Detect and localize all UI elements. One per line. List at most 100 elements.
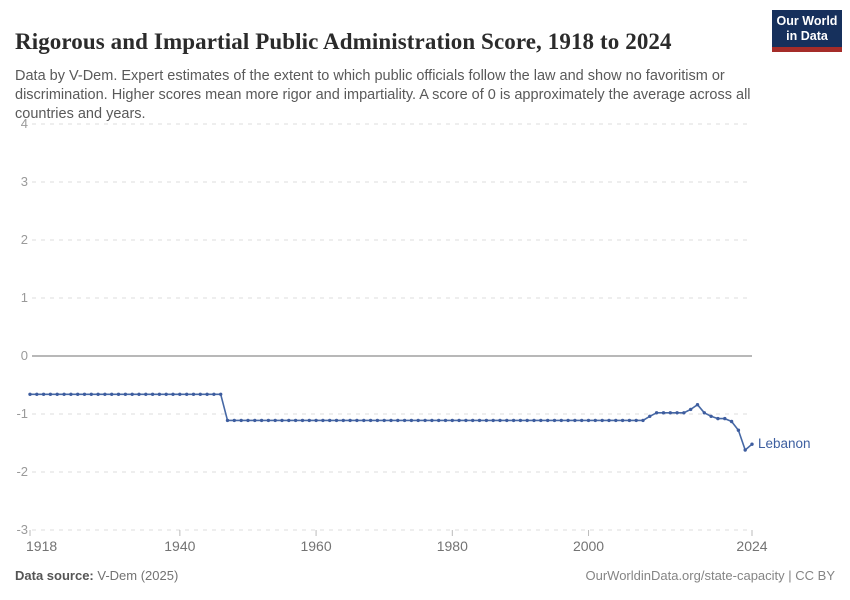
data-point[interactable] (334, 418, 339, 423)
data-point[interactable] (416, 418, 420, 423)
data-point[interactable] (368, 418, 373, 423)
data-point[interactable] (375, 418, 380, 423)
data-point[interactable] (491, 418, 495, 423)
data-point[interactable] (137, 392, 141, 396)
data-point[interactable] (471, 418, 475, 423)
data-point[interactable] (409, 418, 414, 423)
data-point[interactable] (144, 392, 148, 396)
data-point[interactable] (287, 418, 291, 423)
data-point[interactable] (682, 411, 686, 415)
data-point[interactable] (232, 418, 236, 423)
data-point[interactable] (729, 419, 734, 424)
data-point[interactable] (191, 392, 196, 396)
data-point[interactable] (157, 392, 162, 396)
data-point[interactable] (212, 392, 216, 396)
data-point[interactable] (566, 418, 570, 423)
data-point[interactable] (484, 418, 489, 423)
data-point[interactable] (89, 392, 94, 396)
data-point[interactable] (430, 418, 434, 423)
data-point[interactable] (716, 416, 720, 421)
data-point[interactable] (76, 392, 80, 396)
data-point[interactable] (130, 392, 134, 396)
data-point[interactable] (185, 392, 189, 396)
data-point[interactable] (498, 418, 502, 423)
data-point[interactable] (627, 418, 632, 423)
lebanon-line[interactable] (30, 393, 753, 451)
data-point[interactable] (675, 411, 679, 415)
data-point[interactable] (164, 392, 168, 396)
data-point[interactable] (743, 448, 747, 452)
data-point[interactable] (103, 392, 107, 396)
data-point[interactable] (396, 418, 400, 423)
data-point[interactable] (198, 392, 202, 396)
data-point[interactable] (736, 428, 741, 432)
data-point[interactable] (668, 411, 672, 415)
data-point[interactable] (457, 418, 461, 423)
data-point[interactable] (300, 418, 305, 423)
data-point[interactable] (546, 418, 550, 423)
data-point[interactable] (205, 392, 209, 396)
data-point[interactable] (307, 418, 311, 423)
data-point[interactable] (389, 418, 393, 423)
data-point[interactable] (355, 418, 359, 423)
data-point[interactable] (69, 392, 73, 396)
data-point[interactable] (253, 418, 257, 423)
data-point[interactable] (477, 418, 482, 423)
data-point[interactable] (559, 418, 563, 423)
data-point[interactable] (116, 392, 121, 396)
data-point[interactable] (62, 392, 66, 396)
entity-end-label[interactable]: Lebanon (758, 436, 811, 451)
data-point[interactable] (532, 418, 536, 423)
data-point[interactable] (518, 418, 523, 423)
data-point[interactable] (266, 418, 271, 423)
data-point[interactable] (402, 418, 407, 423)
data-point[interactable] (150, 392, 155, 396)
data-point[interactable] (341, 418, 345, 423)
data-point[interactable] (641, 418, 645, 423)
data-point[interactable] (443, 418, 448, 423)
data-point[interactable] (552, 418, 557, 423)
data-point[interactable] (607, 418, 611, 423)
data-point[interactable] (750, 442, 754, 446)
data-point[interactable] (580, 418, 584, 423)
owid-logo[interactable]: Our World in Data (772, 10, 842, 52)
data-point[interactable] (239, 418, 243, 423)
data-point[interactable] (573, 418, 577, 423)
data-point[interactable] (709, 414, 713, 418)
data-point[interactable] (586, 418, 591, 423)
data-point[interactable] (634, 418, 638, 423)
data-point[interactable] (525, 418, 529, 423)
data-point[interactable] (702, 411, 706, 415)
data-point[interactable] (614, 418, 618, 423)
data-point[interactable] (348, 418, 352, 423)
data-point[interactable] (123, 392, 128, 396)
data-point[interactable] (328, 418, 332, 423)
data-point[interactable] (437, 418, 441, 423)
data-point[interactable] (273, 418, 277, 423)
data-point[interactable] (382, 418, 386, 423)
data-point[interactable] (41, 392, 46, 396)
license-note[interactable]: OurWorldinData.org/state-capacity | CC B… (585, 568, 835, 583)
data-point[interactable] (314, 418, 318, 423)
data-point[interactable] (362, 418, 366, 423)
data-point[interactable] (35, 392, 39, 396)
data-point[interactable] (28, 392, 32, 396)
data-point[interactable] (695, 403, 700, 407)
data-point[interactable] (246, 418, 250, 423)
data-point[interactable] (171, 392, 175, 396)
data-point[interactable] (423, 418, 427, 423)
data-point[interactable] (648, 414, 652, 418)
data-point[interactable] (723, 416, 727, 421)
data-point[interactable] (259, 418, 264, 423)
data-point[interactable] (620, 418, 625, 423)
data-point[interactable] (600, 418, 604, 423)
data-point[interactable] (593, 418, 597, 423)
data-point[interactable] (178, 392, 182, 396)
data-point[interactable] (464, 418, 468, 423)
data-point[interactable] (219, 392, 223, 396)
data-point[interactable] (539, 418, 543, 423)
data-point[interactable] (293, 418, 298, 423)
data-point[interactable] (280, 418, 284, 423)
data-point[interactable] (689, 407, 693, 412)
